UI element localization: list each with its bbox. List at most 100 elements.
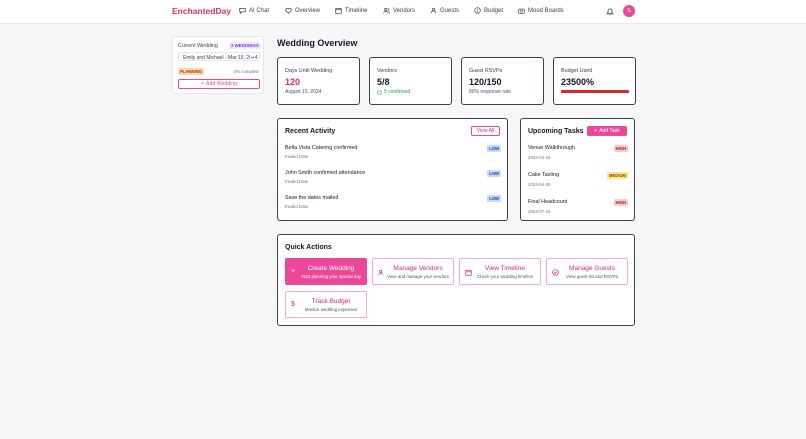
- task-date: 2024-07-15: [528, 209, 551, 214]
- nav-label: Budget: [484, 7, 504, 14]
- stat-sub: 5 confirmed: [377, 89, 410, 95]
- stat-label: Vendors: [377, 68, 397, 74]
- wedding-select-value: Emily and Michael - Mar 15, 2024: [183, 54, 258, 61]
- stat-sub: 80% response rate: [469, 89, 511, 95]
- activity-date: Invalid Date: [285, 154, 309, 159]
- page-title: Wedding Overview: [277, 38, 358, 48]
- bell-icon[interactable]: [606, 7, 614, 15]
- progress-text: 0% complete: [233, 69, 259, 74]
- recent-activity-title: Recent Activity: [285, 128, 336, 135]
- nav-label: Vendors: [393, 7, 416, 14]
- stat-sub: August 15, 2024: [285, 89, 322, 95]
- quick-actions-title: Quick Actions: [285, 244, 332, 251]
- stat-label: Days Until Wedding: [285, 68, 333, 74]
- task-title: Cake Tasting: [528, 172, 560, 178]
- chevron-down-icon: [250, 54, 255, 60]
- action-title: Manage Vendors: [393, 265, 443, 272]
- nav-ai-chat[interactable]: AI Chat: [239, 7, 269, 14]
- nav-budget[interactable]: Budget: [474, 7, 503, 14]
- manage-guests-action[interactable]: Manage Guests View guest list and RSVPs: [546, 258, 628, 285]
- top-navigation-bar: EnchantedDay AI Chat Overview Timeline V…: [0, 0, 806, 24]
- brand-logo[interactable]: EnchantedDay: [172, 6, 232, 16]
- user-icon: [430, 7, 437, 14]
- action-title: View Timeline: [485, 265, 525, 272]
- plus-icon: +: [200, 81, 204, 87]
- quick-actions-panel: Quick Actions + Create Wedding Start pla…: [277, 234, 635, 326]
- current-wedding-card: Current Wedding 2 WEDDINGS Emily and Mic…: [172, 36, 264, 94]
- priority-badge: LOW: [487, 145, 501, 152]
- track-budget-action[interactable]: $ Track Budget Monitor wedding expenses: [285, 291, 367, 318]
- recent-activity-panel: Recent Activity View All Bella Vista Cat…: [277, 118, 508, 221]
- add-wedding-button[interactable]: + Add Wedding: [178, 79, 260, 89]
- stat-label: Budget Used: [561, 68, 593, 74]
- activity-item: Bella Vista Catering confirmed Invalid D…: [285, 145, 501, 165]
- action-sub: Monitor wedding expenses: [304, 307, 358, 312]
- status-badge: PLANNING: [178, 68, 204, 75]
- stat-days-until: Days Until Wedding 120 August 15, 2024: [277, 57, 360, 105]
- stat-value: 23500%: [561, 77, 595, 87]
- stat-vendors: Vendors 5/8 5 confirmed: [369, 57, 452, 105]
- stat-value: 120/150: [469, 77, 502, 87]
- create-wedding-action[interactable]: + Create Wedding Start planning your spe…: [285, 258, 367, 285]
- view-timeline-action[interactable]: View Timeline Check your wedding timelin…: [459, 258, 541, 285]
- add-task-button[interactable]: + Add Task: [587, 126, 627, 136]
- priority-badge: MEDIUM: [607, 172, 628, 179]
- nav-label: Mood Boards: [528, 7, 564, 14]
- task-item: Final Headcount 2024-07-15 HIGH: [528, 199, 628, 219]
- stat-sub-text: 5 confirmed: [384, 89, 411, 95]
- priority-badge: LOW: [487, 170, 501, 177]
- check-circle-icon: [377, 89, 382, 95]
- nav-label: Guests: [440, 7, 460, 14]
- budget-progress-fill: [561, 90, 629, 93]
- activity-title: Save the dates mailed: [285, 195, 339, 201]
- manage-vendors-action[interactable]: Manage Vendors View and manage your vend…: [372, 258, 454, 285]
- action-sub: View and manage your vendors: [387, 274, 449, 279]
- heart-icon: [285, 8, 292, 14]
- activity-date: Invalid Date: [285, 204, 309, 209]
- nav-label: AI Chat: [249, 7, 270, 14]
- add-wedding-label: Add Wedding: [205, 81, 238, 87]
- stat-value: 120: [285, 77, 301, 87]
- stat-guest-rsvps: Guest RSVPs 120/150 80% response rate: [461, 57, 544, 105]
- nav-mood-boards[interactable]: Mood Boards: [518, 7, 564, 14]
- chat-icon: [239, 8, 246, 14]
- nav-guests[interactable]: Guests: [430, 7, 459, 14]
- stat-label: Guest RSVPs: [469, 68, 503, 74]
- wedding-select[interactable]: Emily and Michael - Mar 15, 2024: [178, 52, 260, 61]
- task-item: Cake Tasting 2024-04-20 MEDIUM: [528, 172, 628, 192]
- nav-overview[interactable]: Overview: [285, 7, 320, 14]
- activity-item: John Smith confirmed attendance Invalid …: [285, 170, 501, 190]
- avatar[interactable]: S: [623, 5, 635, 17]
- dollar-icon: $: [291, 301, 295, 308]
- activity-title: John Smith confirmed attendance: [285, 170, 366, 176]
- activity-title: Bella Vista Catering confirmed: [285, 145, 358, 151]
- task-date: 2024-04-15: [528, 155, 551, 160]
- task-date: 2024-04-20: [528, 182, 551, 187]
- priority-badge: HIGH: [613, 199, 628, 206]
- action-sub: Check your wedding timeline: [476, 274, 534, 279]
- nav-label: Overview: [295, 7, 321, 14]
- weddings-count-badge: 2 WEDDINGS: [229, 42, 261, 49]
- upcoming-tasks-panel: Upcoming Tasks + Add Task Venue Walkthro…: [520, 118, 635, 221]
- activity-item: Save the dates mailed Invalid Date LOW: [285, 195, 501, 215]
- current-wedding-title: Current Wedding: [178, 43, 218, 49]
- action-title: Create Wedding: [307, 265, 355, 272]
- action-sub: Start planning your special day: [300, 274, 362, 279]
- task-title: Final Headcount: [528, 199, 568, 205]
- dollar-icon: [474, 7, 481, 14]
- plus-icon: +: [291, 268, 296, 275]
- view-all-button[interactable]: View All: [471, 126, 500, 136]
- budget-progress-bar: [561, 90, 629, 93]
- calendar-icon: [465, 270, 472, 276]
- action-title: Track Budget: [311, 298, 351, 305]
- upcoming-tasks-title: Upcoming Tasks: [528, 128, 584, 135]
- nav-vendors[interactable]: Vendors: [383, 7, 415, 14]
- activity-date: Invalid Date: [285, 179, 309, 184]
- users-icon: [383, 7, 390, 14]
- add-task-label: Add Task: [599, 128, 620, 134]
- camera-icon: [518, 8, 525, 14]
- nav-timeline[interactable]: Timeline: [335, 7, 367, 14]
- action-sub: View guest list and RSVPs: [566, 274, 618, 279]
- stat-budget-used: Budget Used 23500%: [553, 57, 636, 105]
- nav-label: Timeline: [345, 7, 368, 14]
